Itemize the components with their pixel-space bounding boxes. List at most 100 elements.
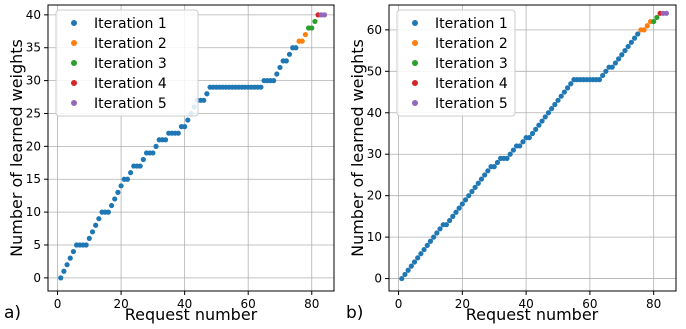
data-point xyxy=(274,71,280,77)
data-point xyxy=(421,246,427,253)
data-point xyxy=(491,164,497,170)
data-point xyxy=(64,262,70,268)
x-tick-label: 80 xyxy=(646,297,661,311)
data-point xyxy=(536,122,542,128)
data-point xyxy=(526,135,532,141)
data-point xyxy=(58,275,64,281)
data-point xyxy=(89,229,96,235)
data-point xyxy=(321,12,328,18)
data-point xyxy=(631,35,638,41)
data-point xyxy=(434,230,440,236)
data-point xyxy=(105,209,111,215)
y-tick-label: 0 xyxy=(374,272,382,286)
data-point xyxy=(201,97,207,103)
data-point xyxy=(115,189,121,195)
data-point xyxy=(542,114,548,120)
x-tick-label: 40 xyxy=(518,297,533,311)
data-point xyxy=(478,176,485,182)
data-point xyxy=(70,248,77,255)
data-point xyxy=(450,213,456,219)
data-point xyxy=(603,68,609,74)
data-point xyxy=(600,72,606,79)
axes-frame xyxy=(388,4,677,292)
legend-label: Iteration 2 xyxy=(94,36,167,52)
data-point xyxy=(118,183,124,189)
data-point xyxy=(83,242,89,248)
legend-label: Iteration 5 xyxy=(94,96,167,112)
data-point xyxy=(446,217,453,224)
legend-box xyxy=(396,9,516,117)
data-point xyxy=(482,172,488,178)
legend-label: Iteration 3 xyxy=(435,56,508,72)
legend-marker xyxy=(412,60,418,66)
data-point xyxy=(96,216,102,222)
legend-label: Iteration 5 xyxy=(435,96,508,112)
y-axis-label: Number of learned weights xyxy=(7,39,26,257)
series-iteration-5 xyxy=(318,12,328,18)
data-point xyxy=(86,235,92,242)
legend-label: Iteration 2 xyxy=(435,36,508,52)
data-point xyxy=(283,58,289,64)
data-point xyxy=(619,52,625,58)
legend-marker xyxy=(71,40,77,46)
x-tick-label: 20 xyxy=(455,297,470,311)
data-point xyxy=(475,180,481,186)
data-point xyxy=(568,81,574,87)
y-axis-label: Number of learned weights xyxy=(348,39,367,257)
data-point xyxy=(204,91,210,97)
y-tick-label: 40 xyxy=(26,8,41,22)
x-tick-label: 0 xyxy=(54,297,62,311)
data-point xyxy=(286,51,293,57)
data-point xyxy=(61,268,67,274)
data-point xyxy=(424,242,430,249)
panel-label: b) xyxy=(346,303,363,323)
y-tick-label: 20 xyxy=(367,189,382,203)
data-point xyxy=(411,259,418,265)
panel-label: a) xyxy=(4,303,21,323)
data-point xyxy=(616,56,622,62)
legend-marker xyxy=(412,40,418,46)
data-point xyxy=(312,18,318,25)
data-point xyxy=(529,130,536,137)
x-tick-label: 80 xyxy=(304,297,319,311)
y-tick-label: 35 xyxy=(26,41,41,55)
data-point xyxy=(418,251,424,257)
y-tick-label: 30 xyxy=(367,147,382,161)
y-tick-label: 40 xyxy=(367,106,382,120)
data-point xyxy=(612,60,619,66)
data-point xyxy=(402,271,408,278)
y-tick-label: 5 xyxy=(33,238,41,252)
y-tick-label: 15 xyxy=(26,172,41,186)
series-iteration-3 xyxy=(305,18,318,31)
data-point xyxy=(137,163,143,169)
data-point xyxy=(271,78,277,84)
legend-marker xyxy=(412,20,418,26)
data-point xyxy=(293,45,299,51)
data-point xyxy=(277,64,283,71)
data-point xyxy=(552,101,558,108)
data-point xyxy=(622,47,628,54)
y-tick-label: 10 xyxy=(26,205,41,219)
data-point xyxy=(453,209,459,215)
data-point xyxy=(561,89,567,95)
data-point xyxy=(302,31,308,38)
data-point xyxy=(150,150,156,156)
data-point xyxy=(555,97,561,103)
legend: Iteration 1 Iteration 2 Iteration 3 Iterati… xyxy=(55,9,199,117)
data-point xyxy=(494,159,501,166)
legend-label: Iteration 1 xyxy=(435,16,508,32)
legend: Iteration 1 Iteration 2 Iteration 3 Iterati… xyxy=(396,9,516,117)
x-axis-label: Request number xyxy=(125,305,258,324)
data-point xyxy=(459,201,465,207)
legend-marker xyxy=(412,80,418,86)
data-point xyxy=(549,106,555,112)
data-point xyxy=(564,85,571,91)
series-iteration-1 xyxy=(399,31,641,282)
data-point xyxy=(510,147,516,153)
data-point xyxy=(462,197,469,203)
data-point xyxy=(258,84,264,90)
x-tick-label: 60 xyxy=(241,297,256,311)
data-point xyxy=(469,188,475,195)
